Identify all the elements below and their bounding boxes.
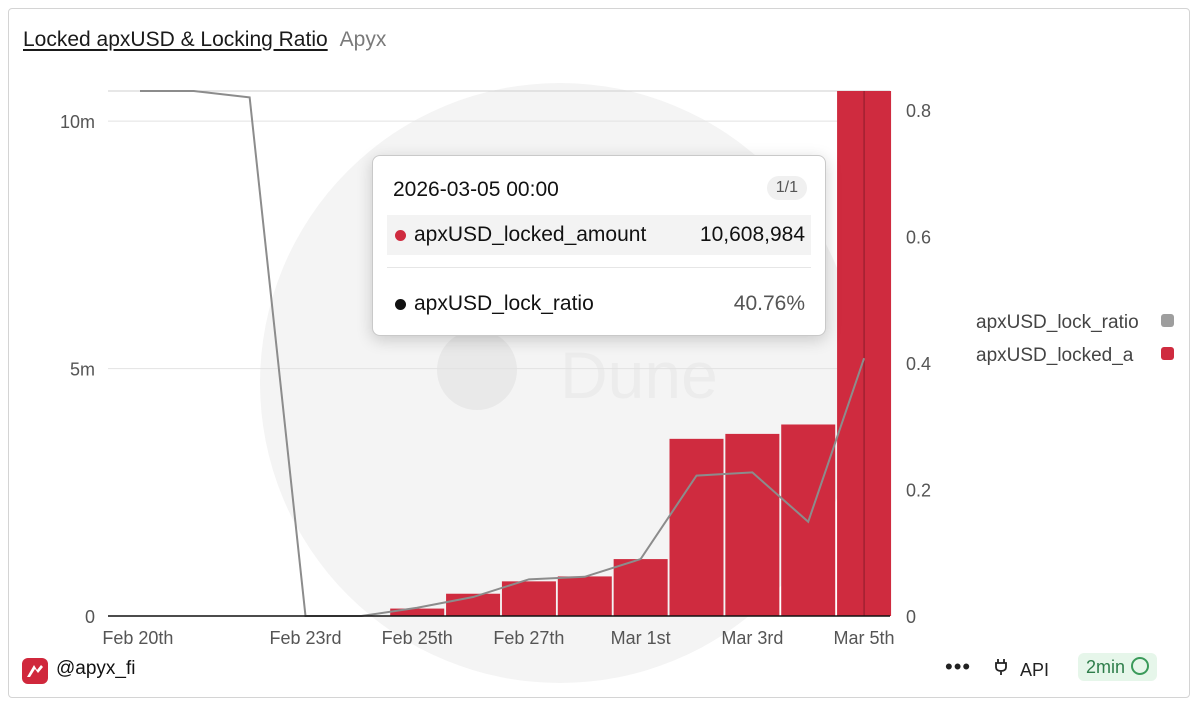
legend-swatch — [1161, 347, 1174, 360]
legend-label: apxUSD_lock_ratio — [976, 312, 1139, 333]
chart-header: Locked apxUSD & Locking Ratio Apyx — [23, 28, 386, 52]
gridlines — [108, 90, 890, 370]
x-tick-label: Feb 27th — [493, 628, 564, 648]
bar — [557, 576, 612, 616]
x-tick-label: Feb 25th — [382, 628, 453, 648]
check-icon — [1131, 657, 1150, 676]
y-right-tick-label: 0.2 — [906, 481, 931, 501]
bar — [669, 438, 724, 616]
watermark-logo-icon — [437, 330, 517, 410]
y-left-tick-label: 5m — [70, 360, 95, 380]
tooltip-row: apxUSD_locked_amount 10,608,984 — [387, 215, 811, 255]
y-right-tick-label: 0.8 — [906, 101, 931, 121]
y-left-tick-label: 0 — [85, 607, 95, 627]
tooltip: 2026-03-05 00:00 1/1 apxUSD_locked_amoun… — [372, 155, 826, 336]
tooltip-divider — [387, 267, 811, 268]
y-right-tick-label: 0.4 — [906, 354, 931, 374]
y-right-tick-label: 0 — [906, 607, 916, 627]
footer: @apyx_fi ••• API 2min — [0, 650, 1200, 690]
bar — [725, 433, 780, 616]
ratio-line — [140, 90, 866, 617]
bar — [501, 581, 556, 616]
legend: apxUSD_lock_ratio apxUSD_locked_a — [976, 312, 1174, 366]
x-tick-label: Mar 5th — [834, 628, 895, 648]
y-right-tick-label: 0.6 — [906, 228, 931, 248]
series-dot-icon — [395, 298, 406, 310]
tooltip-series-name: apxUSD_locked_amount — [414, 223, 647, 246]
tooltip-page-indicator: 1/1 — [766, 176, 807, 200]
ratio-line-path — [140, 90, 866, 617]
x-tick-label: Mar 3rd — [721, 628, 783, 648]
tooltip-series-value: 40.76% — [733, 292, 805, 315]
chart-title[interactable]: Locked apxUSD & Locking Ratio — [23, 28, 328, 51]
bar — [390, 608, 445, 616]
refresh-age-label: 2min — [1086, 657, 1126, 677]
axes: 0 5m 10m 0 0.2 0.4 0.6 0.8 Feb 20th Feb 23rd Feb 2… — [60, 101, 931, 648]
creator-handle[interactable]: @apyx_fi — [56, 658, 136, 679]
legend-label: apxUSD_locked_a — [976, 345, 1134, 366]
y-left-tick-label: 10m — [60, 112, 95, 132]
owner-label: Apyx — [339, 28, 387, 51]
bar — [613, 559, 668, 616]
refresh-age-badge[interactable]: 2min — [1078, 653, 1158, 681]
watermark-text: Dune — [560, 338, 718, 412]
tooltip-row: apxUSD_lock_ratio 40.76% — [387, 284, 811, 324]
apyx-logo-icon — [22, 658, 48, 684]
tooltip-series-name: apxUSD_lock_ratio — [414, 292, 594, 315]
tooltip-series-value: 10,608,984 — [699, 223, 805, 246]
plug-icon — [994, 658, 1012, 681]
x-tick-label: Feb 23rd — [269, 628, 341, 648]
more-options-button[interactable]: ••• — [945, 654, 972, 679]
x-tick-label: Feb 20th — [102, 628, 173, 648]
x-tick-label: Mar 1st — [611, 628, 671, 648]
legend-swatch — [1161, 314, 1174, 327]
api-button[interactable]: API — [994, 658, 1049, 681]
tooltip-date: 2026-03-05 00:00 — [393, 178, 559, 201]
bars — [390, 91, 892, 616]
api-label: API — [1020, 660, 1050, 680]
series-dot-icon — [395, 229, 406, 241]
